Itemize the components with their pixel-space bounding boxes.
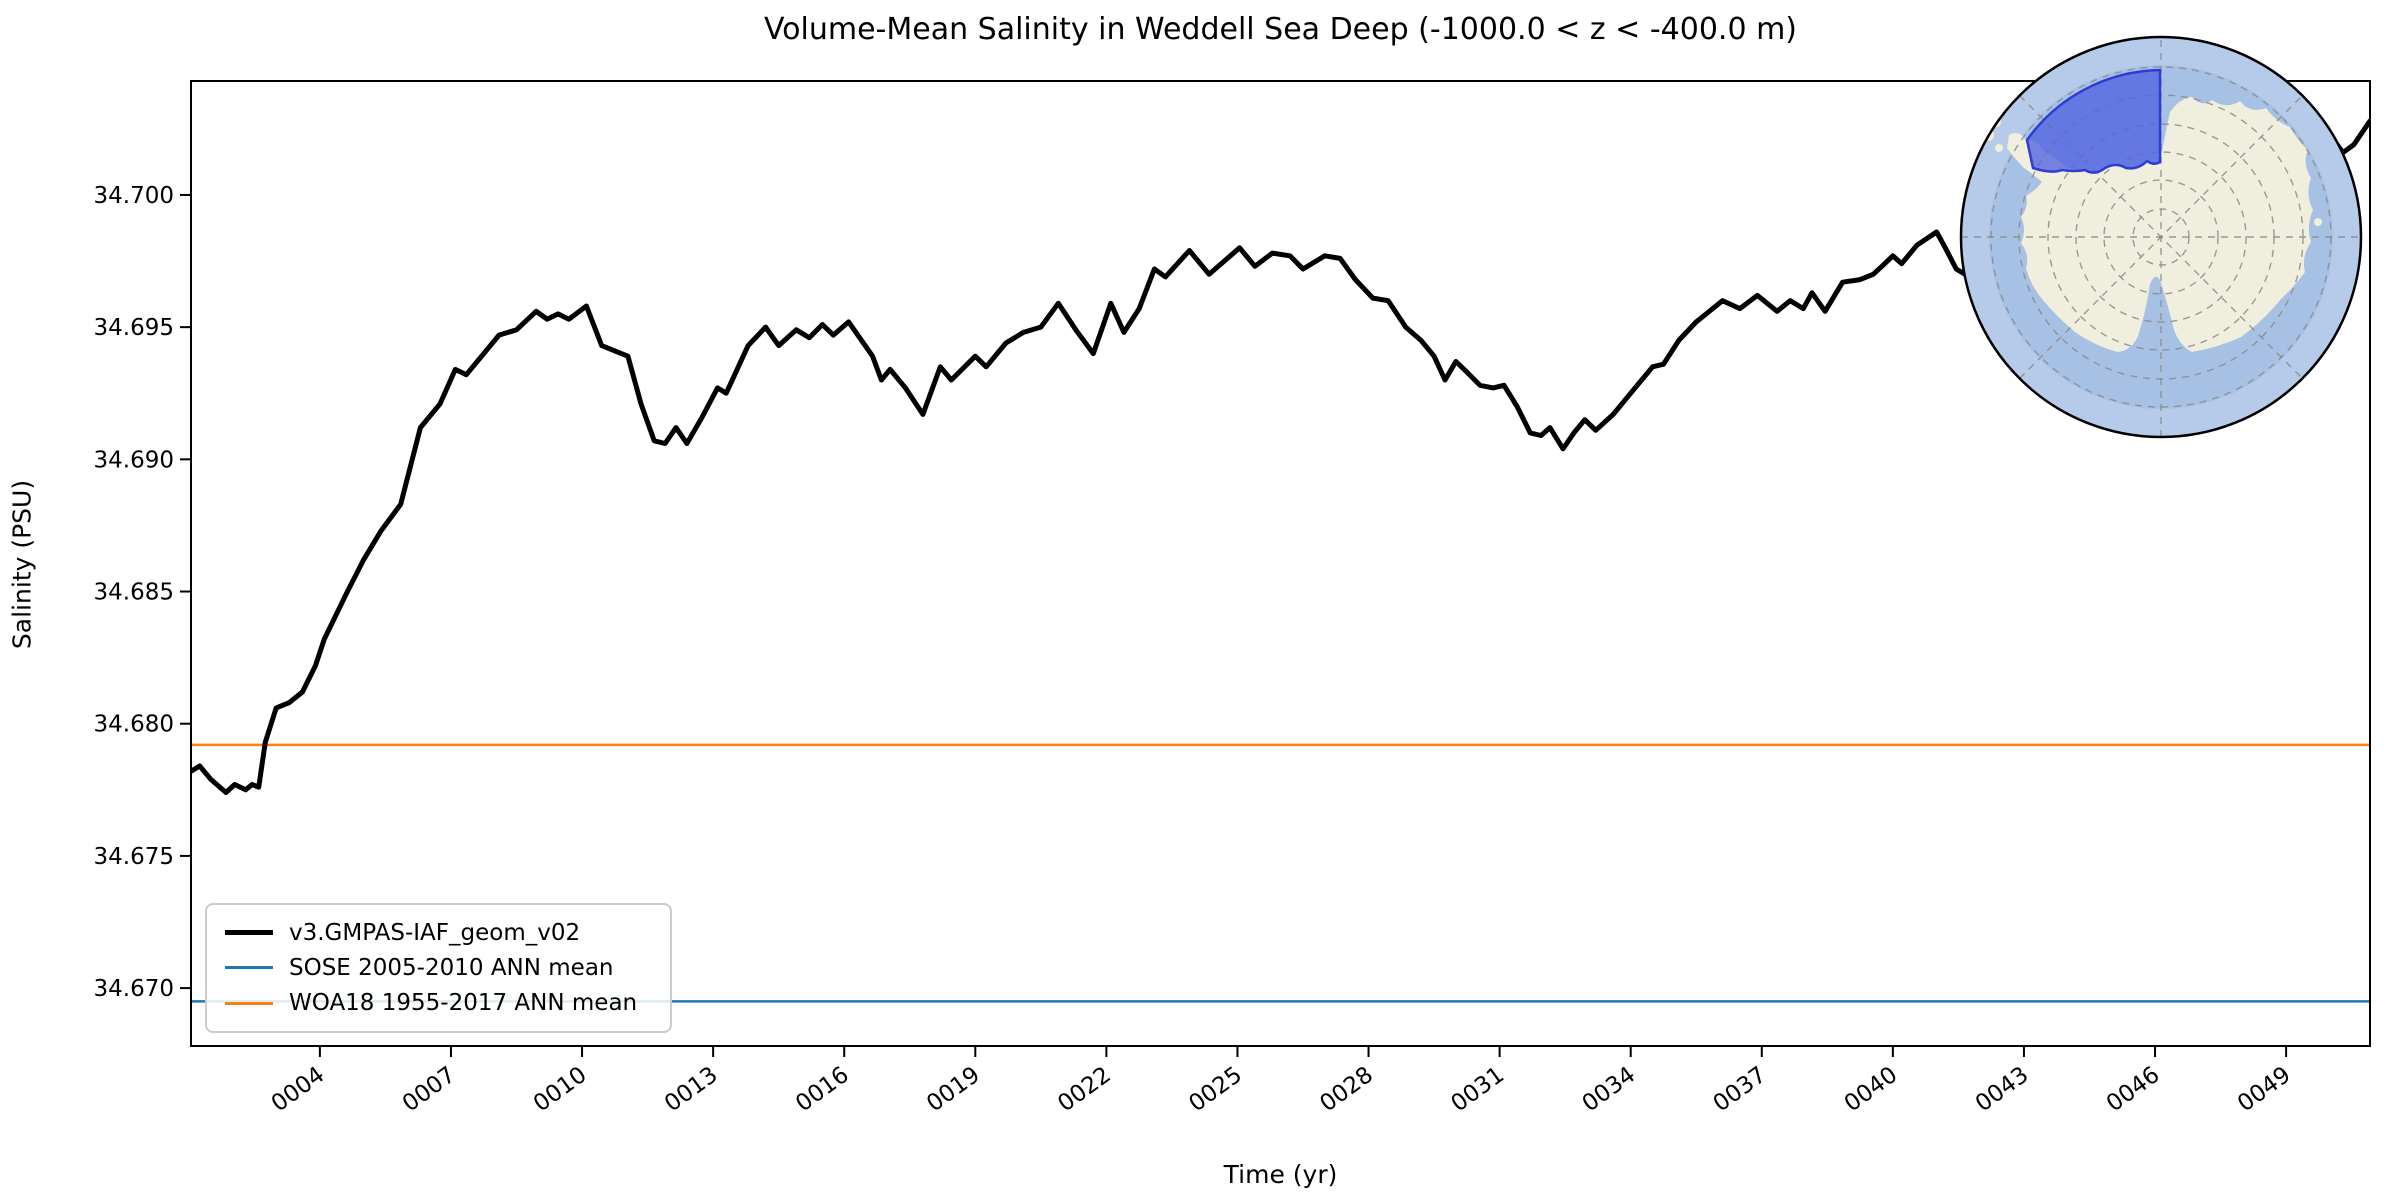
weddell-sea-region	[2025, 68, 2162, 174]
map-parallel	[2103, 179, 2219, 295]
legend: v3.GMPAS-IAF_geom_v02 SOSE 2005-2010 ANN …	[205, 903, 672, 1033]
legend-line-swatch	[225, 930, 273, 936]
y-tick-label: 34.700	[94, 183, 174, 209]
island	[2314, 218, 2322, 226]
data-series	[191, 118, 2370, 795]
map-edge-circle	[1959, 35, 2363, 439]
axis-ticks	[180, 193, 2288, 1057]
salinity-curve	[191, 118, 2370, 795]
legend-entry: v3.GMPAS-IAF_geom_v02	[225, 920, 652, 946]
y-tick-label: 34.690	[94, 447, 174, 473]
legend-label: WOA18 1955-2017 ANN mean	[289, 990, 638, 1017]
x-axis-label: Time (yr)	[1223, 1160, 1338, 1189]
y-tick-label: 34.680	[94, 712, 174, 738]
legend-line-swatch	[225, 966, 273, 970]
legend-label: SOSE 2005-2010 ANN mean	[289, 954, 614, 981]
y-tick-label: 34.675	[94, 844, 174, 870]
legend-label: v3.GMPAS-IAF_geom_v02	[289, 919, 581, 946]
axes-frame	[190, 80, 2371, 1047]
legend-entry: SOSE 2005-2010 ANN mean	[225, 955, 652, 981]
chart-title: Volume-Mean Salinity in Weddell Sea Deep…	[763, 12, 1798, 47]
y-tick-label: 34.685	[94, 580, 174, 606]
legend-entry: WOA18 1955-2017 ANN mean	[225, 990, 652, 1016]
map-graticule	[1961, 37, 2361, 437]
island	[1995, 144, 2003, 152]
y-tick-label: 34.670	[94, 976, 174, 1002]
antarctica-landmass	[2007, 97, 2313, 352]
y-tick-label: 34.695	[94, 315, 174, 341]
map-parallel	[2075, 151, 2247, 323]
legend-line-swatch	[225, 1001, 273, 1005]
